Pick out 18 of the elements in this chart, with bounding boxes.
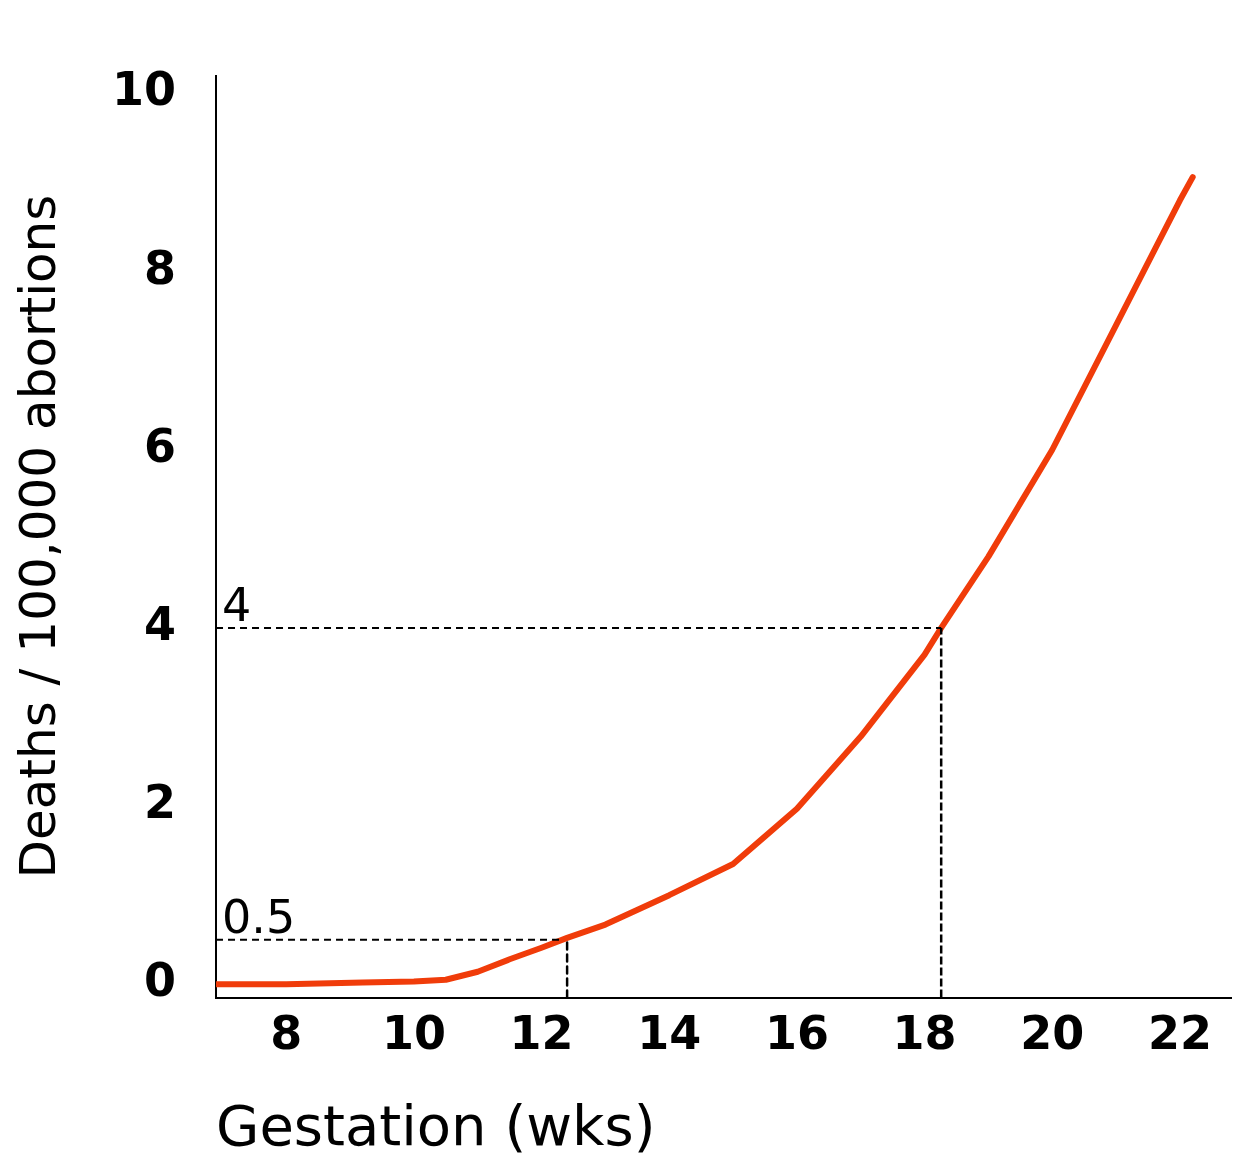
- x-tick-label: 18: [892, 1006, 957, 1061]
- x-tick-label: 20: [1020, 1006, 1085, 1061]
- ref-line-label: 4: [222, 577, 252, 632]
- y-tick-label: 8: [144, 240, 177, 295]
- x-tick-label: 8: [270, 1006, 303, 1061]
- x-tick-label: 14: [637, 1006, 702, 1061]
- x-tick-label: 22: [1147, 1006, 1212, 1061]
- ref-line-label: 0.5: [222, 889, 296, 944]
- x-tick-label: 12: [509, 1006, 574, 1061]
- x-tick-label: 10: [381, 1006, 446, 1061]
- y-tick-label: 4: [144, 596, 177, 651]
- y-tick-label: 10: [112, 62, 177, 117]
- y-tick-label: 6: [144, 418, 177, 473]
- y-axis-title: Deaths / 100,000 abortions: [8, 194, 67, 879]
- y-tick-label: 0: [144, 953, 177, 1008]
- y-tick-label: 2: [144, 775, 177, 830]
- x-axis-title: Gestation (wks): [216, 1092, 656, 1158]
- x-tick-label: 16: [764, 1006, 829, 1061]
